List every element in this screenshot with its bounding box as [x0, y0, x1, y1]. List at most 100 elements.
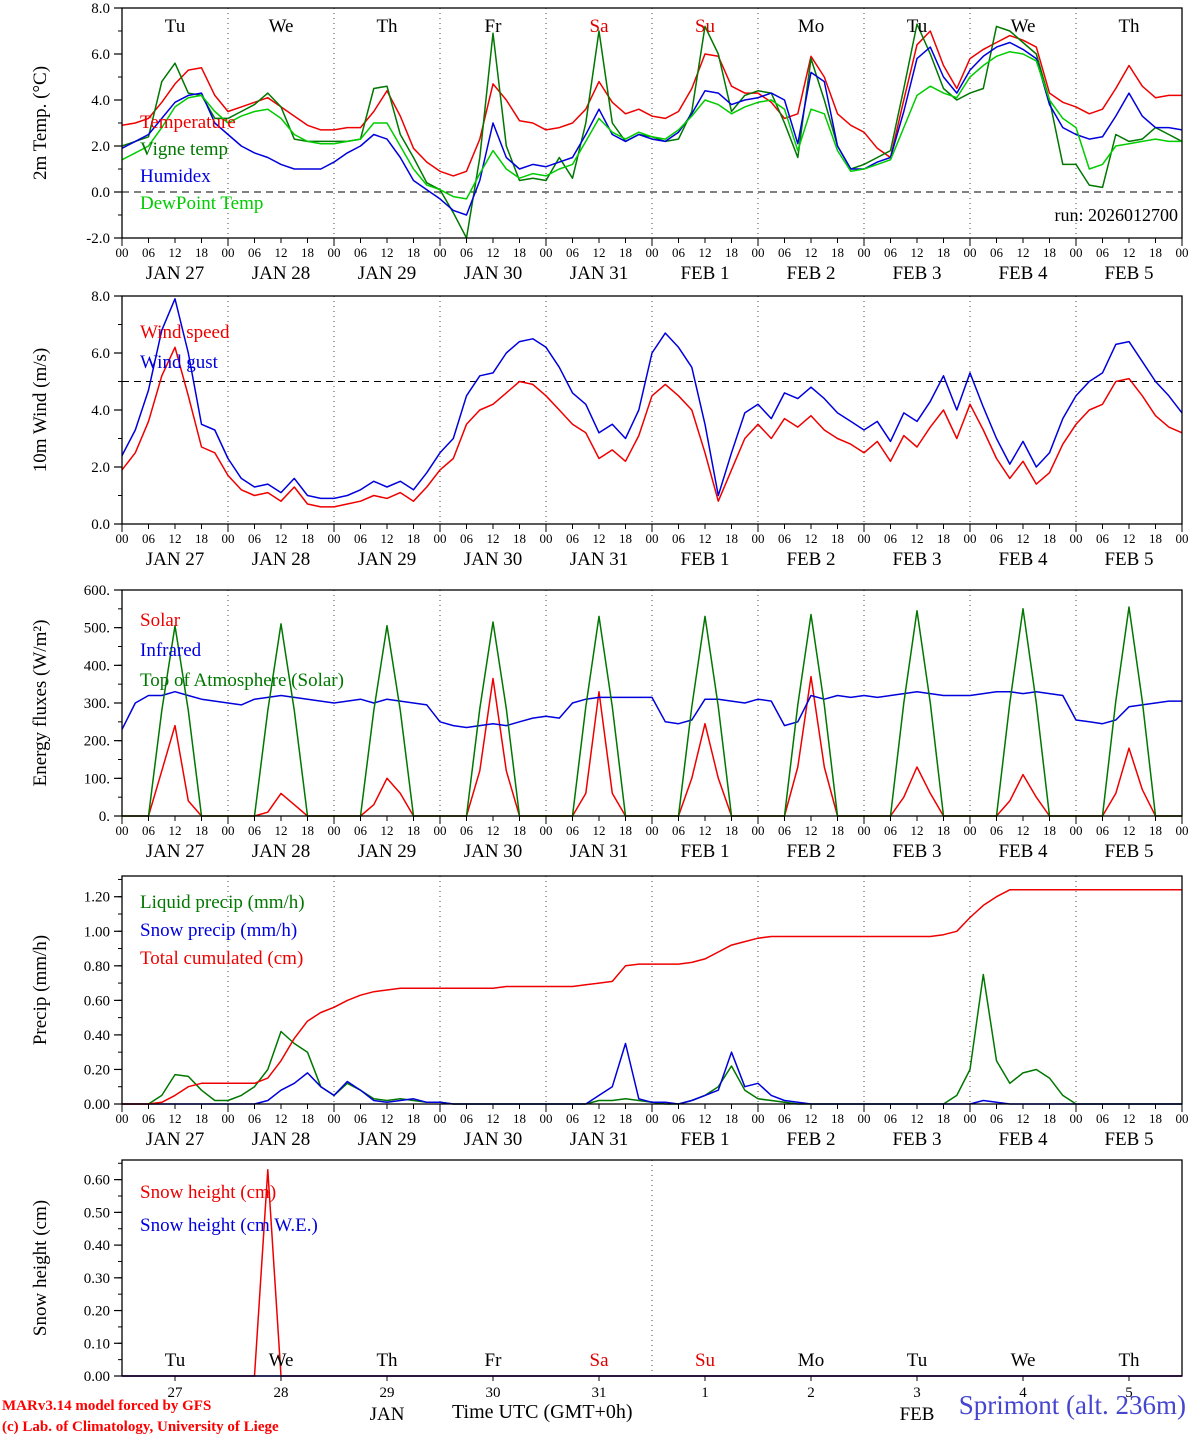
hour-label: 18	[513, 531, 526, 546]
y-tick-label: 0.30	[84, 1271, 110, 1287]
hour-label: 06	[1096, 245, 1110, 260]
hour-label: 18	[1043, 531, 1056, 546]
dow-label: Th	[376, 1350, 398, 1371]
hour-label: 00	[1176, 823, 1189, 838]
day-number-label: 2	[807, 1385, 815, 1401]
hour-label: 00	[222, 531, 235, 546]
hour-label: 18	[407, 823, 420, 838]
hour-label: 00	[1176, 245, 1189, 260]
date-label: JAN 28	[252, 549, 311, 570]
date-label: JAN 30	[464, 263, 523, 284]
model-credit-line2: (c) Lab. of Climatology, University of L…	[2, 1419, 279, 1435]
month-label: FEB	[900, 1404, 935, 1425]
hour-label: 12	[381, 823, 394, 838]
hour-label: 06	[354, 245, 368, 260]
dow-label: We	[269, 16, 294, 37]
dow-label: Tu	[907, 16, 928, 37]
y-tick-label: 1.20	[84, 890, 110, 906]
legend-energy-top-of-atmosphere-solar: Top of Atmosphere (Solar)	[140, 670, 344, 691]
dow-label: Mo	[798, 1350, 824, 1371]
temperature-vigne-temp-line	[121, 23, 1183, 239]
hour-label: 00	[646, 531, 659, 546]
hour-label: 06	[1096, 1111, 1110, 1126]
hour-label: 12	[169, 823, 182, 838]
dow-label: Th	[1118, 16, 1140, 37]
legend-temperature-temperature: Temperature	[140, 112, 236, 133]
hour-label: 06	[672, 531, 686, 546]
hour-label: 18	[831, 245, 844, 260]
hour-label: 18	[619, 245, 632, 260]
hour-label: 18	[513, 823, 526, 838]
y-tick-label: 6.0	[91, 47, 110, 63]
day-number-label: 28	[274, 1385, 289, 1401]
hour-label: 00	[964, 531, 977, 546]
legend-temperature-humidex: Humidex	[140, 166, 211, 187]
date-label: JAN 31	[570, 549, 629, 570]
hour-label: 18	[619, 823, 632, 838]
hour-label: 12	[699, 531, 712, 546]
date-label: FEB 3	[892, 263, 941, 284]
hour-label: 00	[752, 531, 765, 546]
hour-label: 06	[778, 245, 792, 260]
day-number-label: 1	[701, 1385, 709, 1401]
hour-label: 12	[911, 245, 924, 260]
y-tick-label: 8.0	[91, 289, 110, 305]
y-tick-label: 6.0	[91, 346, 110, 362]
hour-label: 18	[725, 245, 738, 260]
date-label: JAN 31	[570, 263, 629, 284]
hour-label: 18	[195, 1111, 208, 1126]
day-number-label: 5	[1125, 1385, 1133, 1401]
hour-label: 18	[937, 531, 950, 546]
date-label: JAN 31	[570, 841, 629, 862]
hour-label: 06	[142, 1111, 156, 1126]
hour-label: 06	[672, 823, 686, 838]
hour-label: 18	[195, 245, 208, 260]
hour-label: 18	[1043, 1111, 1056, 1126]
hour-label: 00	[540, 1111, 553, 1126]
date-label: JAN 29	[358, 263, 417, 284]
hour-label: 18	[1043, 245, 1056, 260]
date-label: FEB 3	[892, 841, 941, 862]
hour-label: 06	[990, 823, 1004, 838]
dow-label: Sa	[590, 16, 610, 37]
legend-temperature-vigne-temp: Vigne temp	[140, 139, 228, 160]
dow-label: Mo	[798, 16, 824, 37]
legend-snow-snow-height-cm: Snow height (cm)	[140, 1182, 276, 1203]
y-tick-label: 0.10	[84, 1336, 110, 1352]
hour-label: 12	[487, 531, 500, 546]
hour-label: 06	[248, 531, 262, 546]
legend-wind-wind-gust: Wind gust	[140, 352, 219, 373]
date-label: FEB 4	[998, 1129, 1048, 1150]
hour-label: 06	[354, 823, 368, 838]
hour-label: 00	[1070, 531, 1083, 546]
wind-wind-speed-line	[121, 346, 1183, 508]
date-label: FEB 4	[998, 263, 1048, 284]
date-label: FEB 1	[680, 841, 729, 862]
legend-precip-total-cumulated-cm: Total cumulated (cm)	[140, 948, 303, 969]
hour-label: 06	[884, 823, 898, 838]
date-label: JAN 30	[464, 1129, 523, 1150]
panel-wind: 0.0 2.0 4.0 6.0 8.0 10m Wind (m/s) 00 06 12 18 00 0…	[30, 289, 1189, 570]
hour-label: 00	[752, 1111, 765, 1126]
hour-label: 12	[699, 823, 712, 838]
date-label: FEB 1	[680, 549, 729, 570]
hour-label: 06	[778, 1111, 792, 1126]
y-tick-label: 0.20	[84, 1304, 110, 1320]
hour-label: 18	[725, 1111, 738, 1126]
date-label: FEB 5	[1104, 549, 1153, 570]
energy-top-of-atmosphere-solar-line	[122, 606, 1182, 817]
dow-label: Th	[1118, 1350, 1140, 1371]
hour-label: 12	[169, 531, 182, 546]
hour-label: 18	[1149, 245, 1162, 260]
hour-label: 18	[937, 1111, 950, 1126]
date-label: FEB 2	[786, 841, 835, 862]
date-label: JAN 30	[464, 549, 523, 570]
y-tick-label: 0.	[99, 809, 110, 825]
hour-label: 18	[513, 1111, 526, 1126]
hour-label: 06	[354, 1111, 368, 1126]
date-label: JAN 27	[146, 549, 205, 570]
date-label: FEB 2	[786, 1129, 835, 1150]
date-label: FEB 3	[892, 1129, 941, 1150]
hour-label: 00	[328, 823, 341, 838]
hour-label: 18	[619, 1111, 632, 1126]
